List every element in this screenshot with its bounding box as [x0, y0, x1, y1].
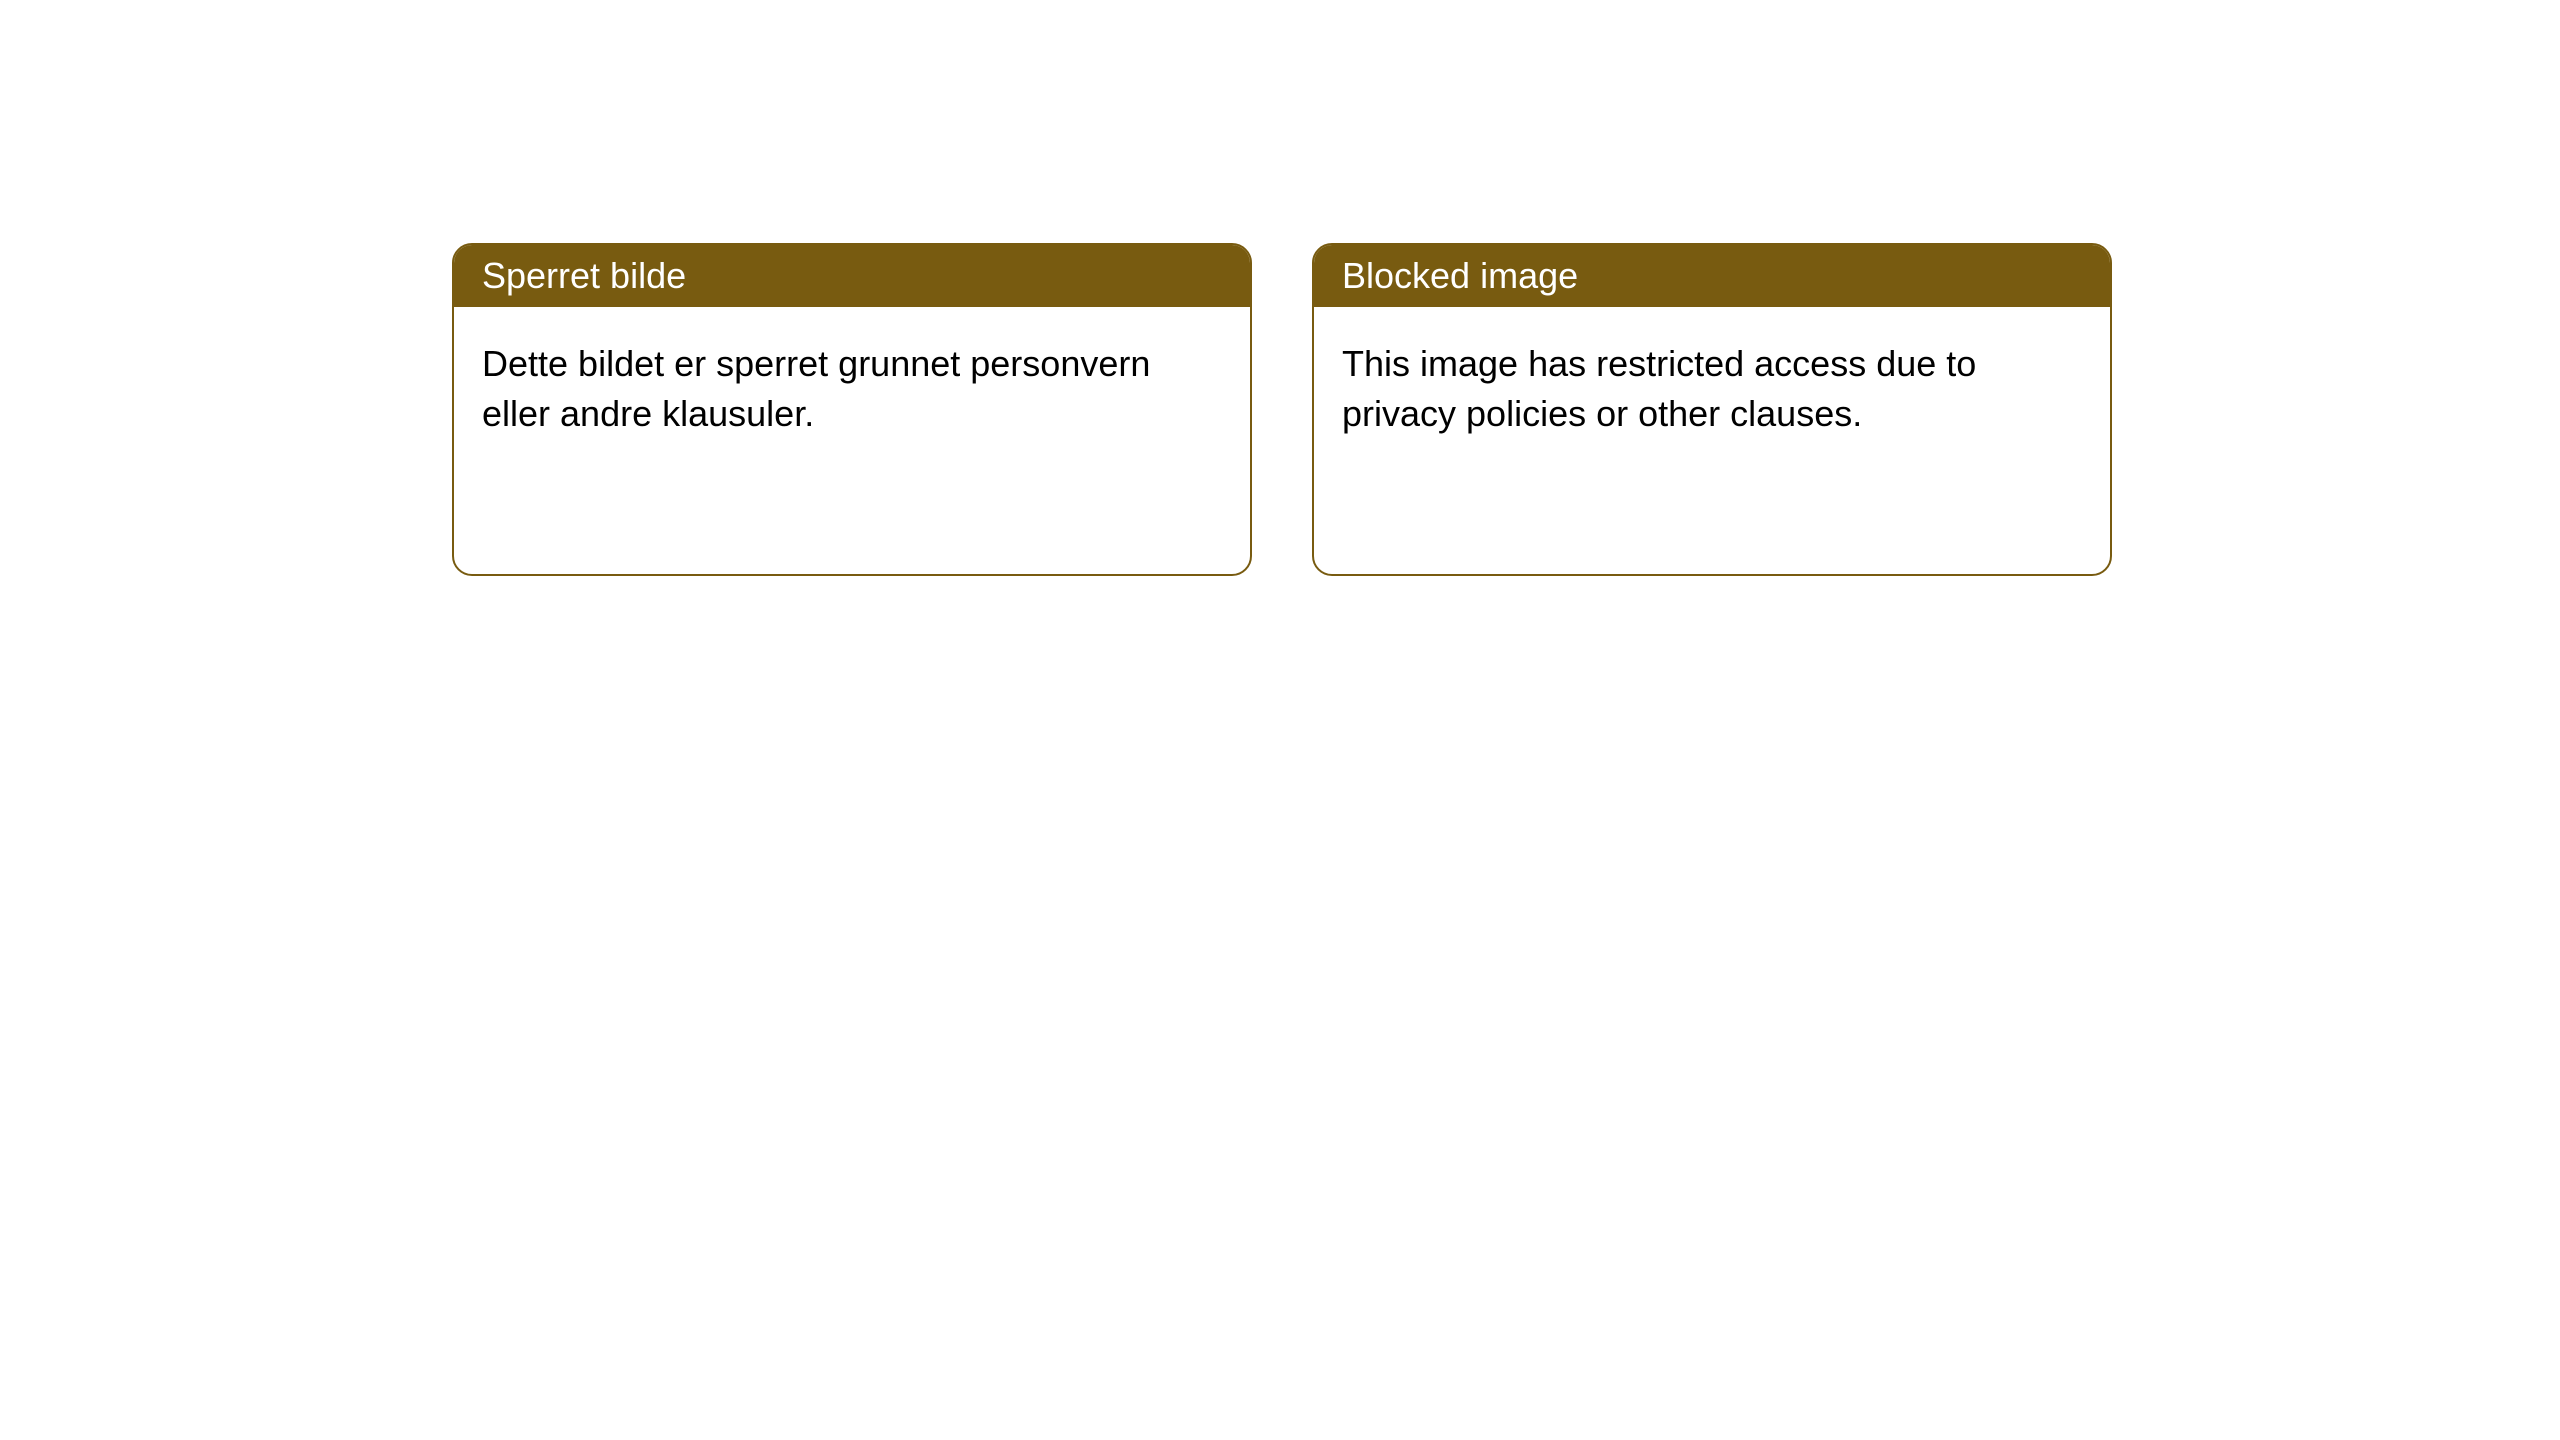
notice-body-text: This image has restricted access due to …: [1342, 343, 1976, 434]
notice-body: Dette bildet er sperret grunnet personve…: [454, 307, 1250, 472]
notice-title: Blocked image: [1342, 255, 1578, 296]
notice-header: Blocked image: [1314, 245, 2110, 307]
notice-card-norwegian: Sperret bilde Dette bildet er sperret gr…: [452, 243, 1252, 576]
notice-body: This image has restricted access due to …: [1314, 307, 2110, 472]
notice-card-english: Blocked image This image has restricted …: [1312, 243, 2112, 576]
notice-header: Sperret bilde: [454, 245, 1250, 307]
notice-title: Sperret bilde: [482, 255, 686, 296]
notice-body-text: Dette bildet er sperret grunnet personve…: [482, 343, 1150, 434]
notice-container: Sperret bilde Dette bildet er sperret gr…: [0, 0, 2560, 576]
